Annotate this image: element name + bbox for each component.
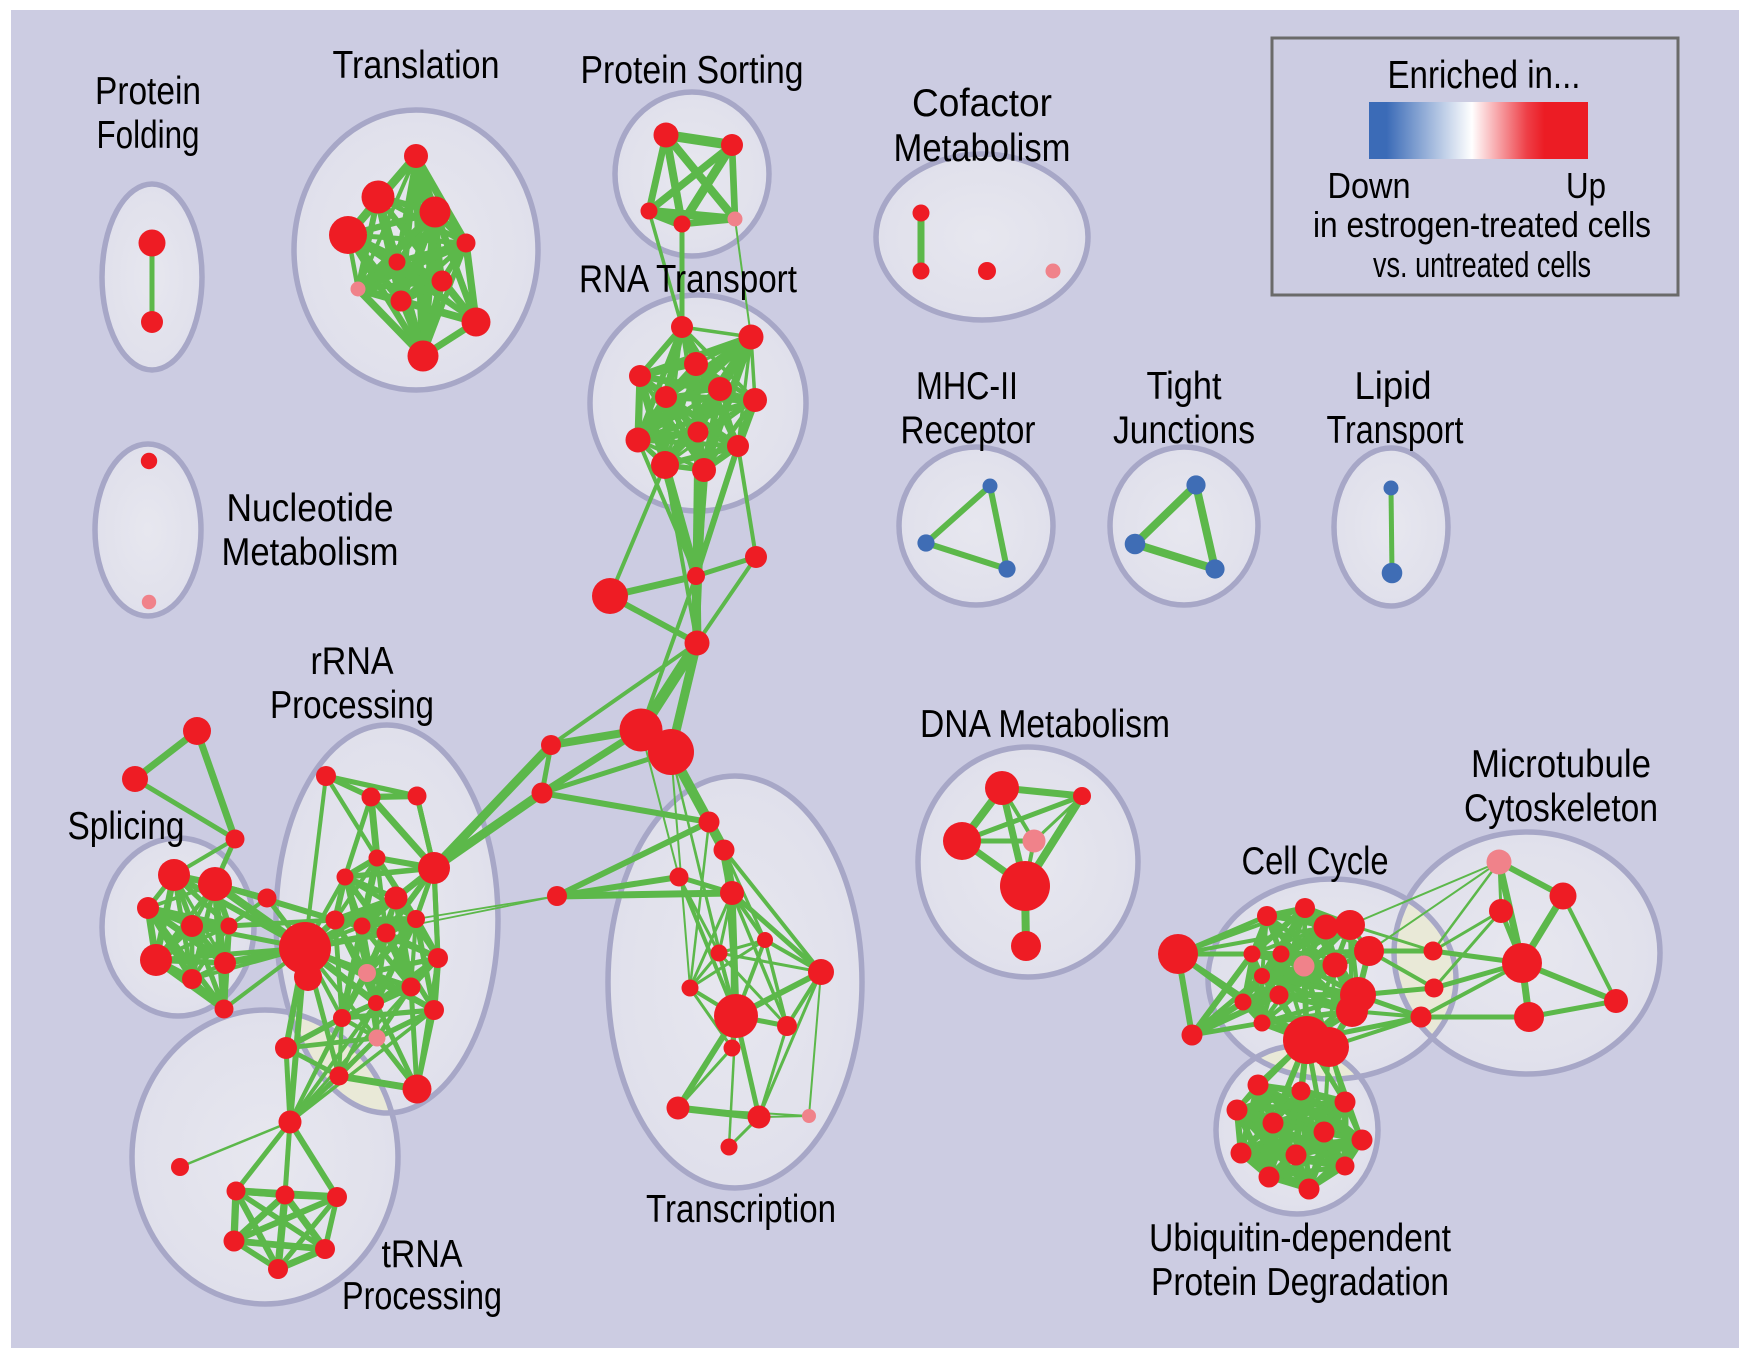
svg-text:Enriched in...: Enriched in... [1388, 54, 1581, 97]
svg-text:Translation: Translation [333, 44, 500, 87]
svg-text:Up: Up [1566, 165, 1606, 206]
svg-text:rRNA: rRNA [311, 640, 394, 683]
svg-text:Cytoskeleton: Cytoskeleton [1464, 787, 1658, 830]
svg-text:Protein Degradation: Protein Degradation [1151, 1261, 1449, 1304]
svg-text:Receptor: Receptor [901, 409, 1036, 452]
svg-text:Nucleotide: Nucleotide [227, 487, 394, 530]
svg-text:Down: Down [1328, 165, 1411, 206]
svg-text:Microtubule: Microtubule [1471, 743, 1651, 786]
svg-text:Protein: Protein [95, 70, 201, 113]
svg-text:Folding: Folding [97, 114, 200, 157]
svg-text:in estrogen-treated cells: in estrogen-treated cells [1313, 204, 1651, 245]
svg-text:Tight: Tight [1147, 365, 1222, 408]
svg-text:MHC-II: MHC-II [916, 365, 1018, 408]
svg-text:Metabolism: Metabolism [894, 127, 1071, 170]
svg-text:Protein Sorting: Protein Sorting [581, 49, 804, 92]
svg-text:Cofactor: Cofactor [912, 82, 1052, 125]
svg-text:Splicing: Splicing [68, 805, 185, 848]
svg-text:tRNA: tRNA [382, 1233, 463, 1276]
svg-text:Transport: Transport [1327, 409, 1464, 452]
svg-text:Transcription: Transcription [646, 1188, 836, 1231]
svg-text:Processing: Processing [342, 1275, 502, 1318]
svg-text:vs. untreated cells: vs. untreated cells [1373, 244, 1591, 285]
svg-text:Ubiquitin-dependent: Ubiquitin-dependent [1149, 1217, 1451, 1260]
svg-text:Lipid: Lipid [1355, 365, 1432, 408]
svg-text:Metabolism: Metabolism [222, 531, 399, 574]
svg-text:Junctions: Junctions [1113, 409, 1255, 452]
svg-text:Cell Cycle: Cell Cycle [1242, 840, 1389, 883]
svg-text:Processing: Processing [270, 684, 434, 727]
svg-text:DNA Metabolism: DNA Metabolism [920, 703, 1170, 746]
svg-text:RNA Transport: RNA Transport [579, 258, 797, 301]
